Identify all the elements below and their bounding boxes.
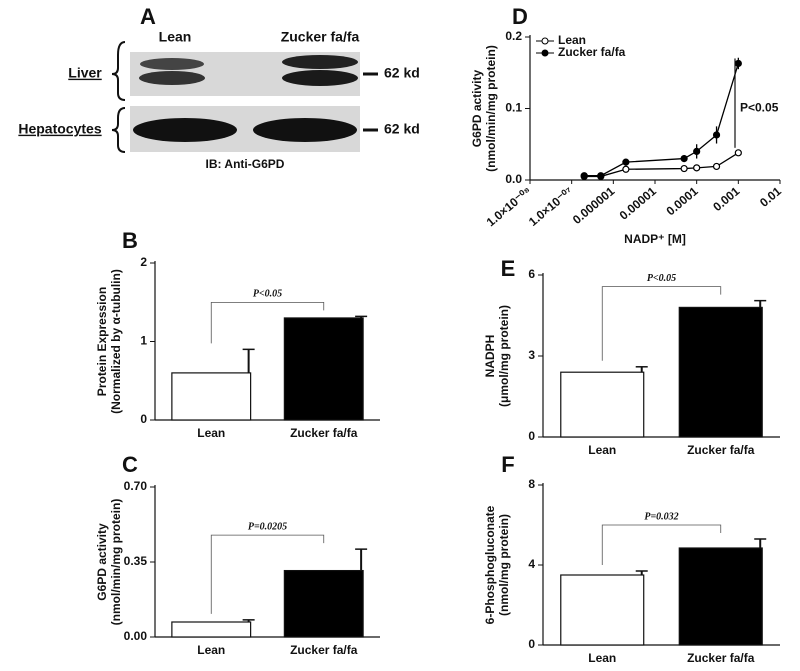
y-axis-label: 6-Phosphogluconate [483, 505, 497, 624]
x-axis-label: NADP⁺ [M] [624, 232, 686, 246]
bar [678, 547, 763, 646]
y-tick-label: 0.1 [505, 101, 522, 115]
x-tick-label: 0.000001 [570, 184, 618, 227]
bar [171, 621, 252, 638]
bar [171, 372, 252, 421]
y-tick-label: 0.2 [505, 29, 522, 43]
y-axis-label: G6PD activity [470, 69, 484, 147]
x-tick-label: Zucker fa/fa [290, 643, 358, 657]
y-tick-label: 3 [528, 348, 535, 362]
blot-panel: A Lean Zucker fa/fa Liver Hepatocytes 62… [18, 4, 419, 171]
panel-letter: E [501, 256, 516, 281]
x-tick-label: 1.0×10⁻⁰⁸ [484, 184, 534, 229]
y-axis-label: (nmol/mg protein) [497, 514, 511, 616]
annotation: P<0.05 [647, 273, 676, 284]
y-axis-label: (nmol/min/mg protein) [484, 45, 498, 172]
y-tick-label: 4 [528, 557, 535, 571]
size-label: 62 kd [384, 121, 420, 137]
x-tick-label: Lean [588, 443, 616, 457]
point [734, 149, 742, 157]
significance-bracket [210, 534, 325, 614]
point [693, 147, 701, 155]
panel-letter: A [140, 4, 156, 29]
y-tick-label: 1 [140, 334, 147, 348]
legend-marker [541, 49, 549, 57]
brace [111, 41, 126, 101]
band [282, 55, 358, 69]
point [597, 172, 605, 180]
y-axis-label: (μmol/mg protein) [497, 305, 511, 407]
panel-letter: D [512, 4, 528, 29]
point [680, 154, 688, 163]
x-tick-label: 0.01 [757, 184, 784, 210]
x-tick-label: Zucker fa/fa [687, 651, 755, 665]
y-tick-label: 0 [140, 412, 147, 426]
panel-letter: C [122, 452, 138, 477]
significance-bracket [210, 301, 325, 344]
band [139, 71, 205, 85]
band [282, 70, 358, 86]
x-tick-label: 0.00001 [617, 184, 659, 223]
y-tick-label: 0 [528, 637, 535, 651]
bar [678, 306, 763, 438]
y-axis-label: G6PD activity [95, 523, 109, 601]
band [133, 118, 237, 142]
annotation: P<0.05 [740, 101, 779, 115]
x-tick-label: Zucker fa/fa [290, 426, 358, 440]
y-tick-label: 8 [528, 477, 535, 491]
y-axis-label: (Normalized by α-tubulin) [109, 269, 123, 414]
brace [111, 107, 126, 153]
point [622, 158, 630, 166]
point [734, 59, 742, 68]
point [712, 131, 721, 139]
x-tick-label: 1.0×10⁻⁰⁷ [526, 184, 576, 229]
column-label: Lean [159, 29, 192, 45]
legend-label: Lean [558, 33, 586, 47]
significance-bracket [601, 524, 722, 565]
y-tick-label: 2 [140, 255, 147, 269]
column-label: Zucker fa/fa [281, 29, 360, 45]
y-tick-label: 0.35 [124, 554, 148, 568]
annotation: P<0.05 [253, 289, 282, 300]
band [253, 118, 357, 142]
point [712, 162, 721, 171]
y-axis-label: (nmol/min/mg protein) [109, 499, 123, 626]
legend-label: Zucker fa/fa [558, 45, 626, 59]
y-axis-label: NADPH [483, 335, 497, 378]
size-label: 62 kd [384, 65, 420, 81]
bar [560, 371, 645, 438]
panel-letter: B [122, 228, 138, 253]
x-tick-label: 0.0001 [664, 184, 701, 219]
annotation: P=0.0205 [248, 521, 287, 532]
point [622, 165, 630, 173]
bar [283, 569, 364, 638]
point [693, 164, 701, 172]
panel-letter: F [501, 452, 514, 477]
y-tick-label: 0.00 [124, 629, 148, 643]
point [580, 172, 588, 180]
series-line [584, 63, 739, 177]
bar [560, 574, 645, 646]
x-tick-label: 0.001 [710, 184, 742, 214]
y-tick-label: 6 [528, 267, 535, 281]
x-tick-label: Lean [197, 643, 225, 657]
annotation: P=0.032 [644, 511, 678, 522]
point [680, 164, 688, 173]
significance-bracket [601, 286, 722, 361]
legend-marker [541, 37, 549, 45]
y-tick-label: 0.0 [505, 172, 522, 186]
y-axis-label: Protein Expression [95, 287, 109, 396]
row-label: Liver [68, 65, 102, 81]
x-tick-label: Zucker fa/fa [687, 443, 755, 457]
y-tick-label: 0.70 [124, 479, 148, 493]
x-tick-label: Lean [197, 426, 225, 440]
row-label: Hepatocytes [18, 121, 101, 137]
y-tick-label: 0 [528, 429, 535, 443]
x-tick-label: Lean [588, 651, 616, 665]
band [140, 58, 204, 70]
bar [283, 317, 364, 421]
blot-caption: IB: Anti-G6PD [206, 157, 285, 171]
